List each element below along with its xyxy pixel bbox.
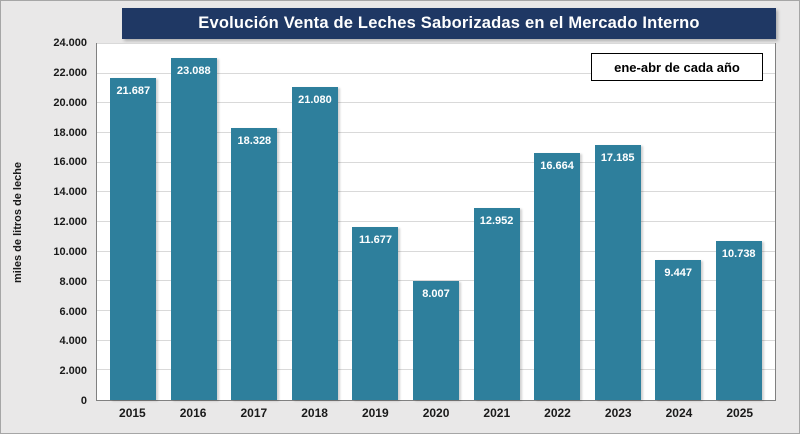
y-tick-label: 16.000 <box>53 156 87 169</box>
x-axis-label-2024: 2024 <box>665 406 693 420</box>
bar-slot: 10.738 <box>708 44 769 400</box>
bar-2021: 12.952 <box>473 207 520 400</box>
bar-2023: 17.185 <box>594 145 641 400</box>
bar-2025: 10.738 <box>715 240 762 400</box>
bar-2016: 23.088 <box>170 57 217 400</box>
bar-slot: 11.677 <box>345 44 406 400</box>
bar-value-label: 18.328 <box>237 135 272 148</box>
bar-slot: 12.952 <box>466 44 527 400</box>
bar-2020: 8.007 <box>413 281 460 400</box>
y-tick-label: 4.000 <box>59 335 87 348</box>
bar-value-label: 11.677 <box>358 233 392 246</box>
gridline <box>97 132 775 133</box>
gridline <box>97 221 775 222</box>
bar-value-label: 9.447 <box>664 266 692 279</box>
bar-2022: 16.664 <box>534 152 581 400</box>
y-tick-label: 18.000 <box>53 126 87 139</box>
bar-slot: 23.088 <box>164 44 225 400</box>
y-tick-label: 0 <box>80 395 87 407</box>
gridline <box>97 280 775 282</box>
x-axis-label-2018: 2018 <box>301 406 328 420</box>
y-tick-label: 2.000 <box>59 365 87 378</box>
bar-value-label: 23.088 <box>176 64 211 77</box>
bar-slot: 18.328 <box>224 44 285 400</box>
bar-value-label: 17.185 <box>600 152 635 165</box>
y-tick-label: 12.000 <box>53 216 87 228</box>
x-axis-label-2019: 2019 <box>361 406 389 420</box>
y-tick-label: 10.000 <box>53 245 87 258</box>
gridline <box>97 102 775 104</box>
bar-slot: 21.080 <box>285 44 346 400</box>
bar-2015: 21.687 <box>110 78 157 400</box>
bar-slot: 17.185 <box>587 44 648 400</box>
bar-2017: 18.328 <box>231 128 278 400</box>
x-axis-label-2021: 2021 <box>483 406 511 420</box>
x-axis-label-2017: 2017 <box>240 406 268 420</box>
x-axis-label-2015: 2015 <box>119 406 146 420</box>
bar-2018: 21.080 <box>291 87 338 400</box>
y-tick-label: 22.000 <box>53 66 87 79</box>
plot-area: 21.687 23.088 18.328 21.080 11.677 8.007 12.95… <box>96 43 776 401</box>
gridline <box>97 72 775 74</box>
y-tick-label: 14.000 <box>53 186 87 199</box>
y-tick-label: 8.000 <box>59 275 87 288</box>
y-axis-ticks: 0 2.000 4.000 6.000 8.000 10.000 12.000 14.000 1… <box>31 37 91 407</box>
legend-box: ene-abr de cada año <box>591 53 763 81</box>
chart-title: Evolución Venta de Leches Saborizadas en… <box>122 8 776 39</box>
bars: 21.687 23.088 18.328 21.080 11.677 8.007 12.95… <box>97 44 775 400</box>
legend-label: ene-abr de cada año <box>614 59 740 75</box>
x-axis-label-2016: 2016 <box>179 406 207 420</box>
bar-value-label: 21.687 <box>116 85 151 98</box>
bar-slot: 8.007 <box>406 44 467 400</box>
x-axis-labels: 2015 2016 2017 2018 2019 2020 2021 2022 2023 2024… <box>96 406 776 420</box>
y-tick-label: 24.000 <box>53 37 87 49</box>
gridline <box>97 161 775 163</box>
gridline <box>97 250 775 252</box>
x-axis-label-2023: 2023 <box>604 406 632 420</box>
bar-value-label: 16.664 <box>540 159 574 172</box>
x-axis-label-2022: 2022 <box>544 406 571 420</box>
bar-value-label: 21.080 <box>298 94 332 107</box>
bar-value-label: 8.007 <box>422 288 450 301</box>
gridline <box>97 191 775 193</box>
x-axis-label-2025: 2025 <box>726 406 754 420</box>
bar-value-label: 12.952 <box>479 214 514 227</box>
gridline <box>97 43 775 44</box>
y-tick-label: 6.000 <box>59 305 87 318</box>
x-axis-label-2020: 2020 <box>422 406 450 420</box>
y-tick-label: 20.000 <box>53 96 87 109</box>
bar-slot: 16.664 <box>527 44 588 400</box>
bar-value-label: 10.738 <box>721 247 756 260</box>
bar-slot: 21.687 <box>103 44 164 400</box>
y-axis-title: miles de litros de leche <box>12 161 24 283</box>
bar-2019: 11.677 <box>352 226 399 400</box>
bar-slot: 9.447 <box>648 44 709 400</box>
bar-2024: 9.447 <box>655 259 702 400</box>
